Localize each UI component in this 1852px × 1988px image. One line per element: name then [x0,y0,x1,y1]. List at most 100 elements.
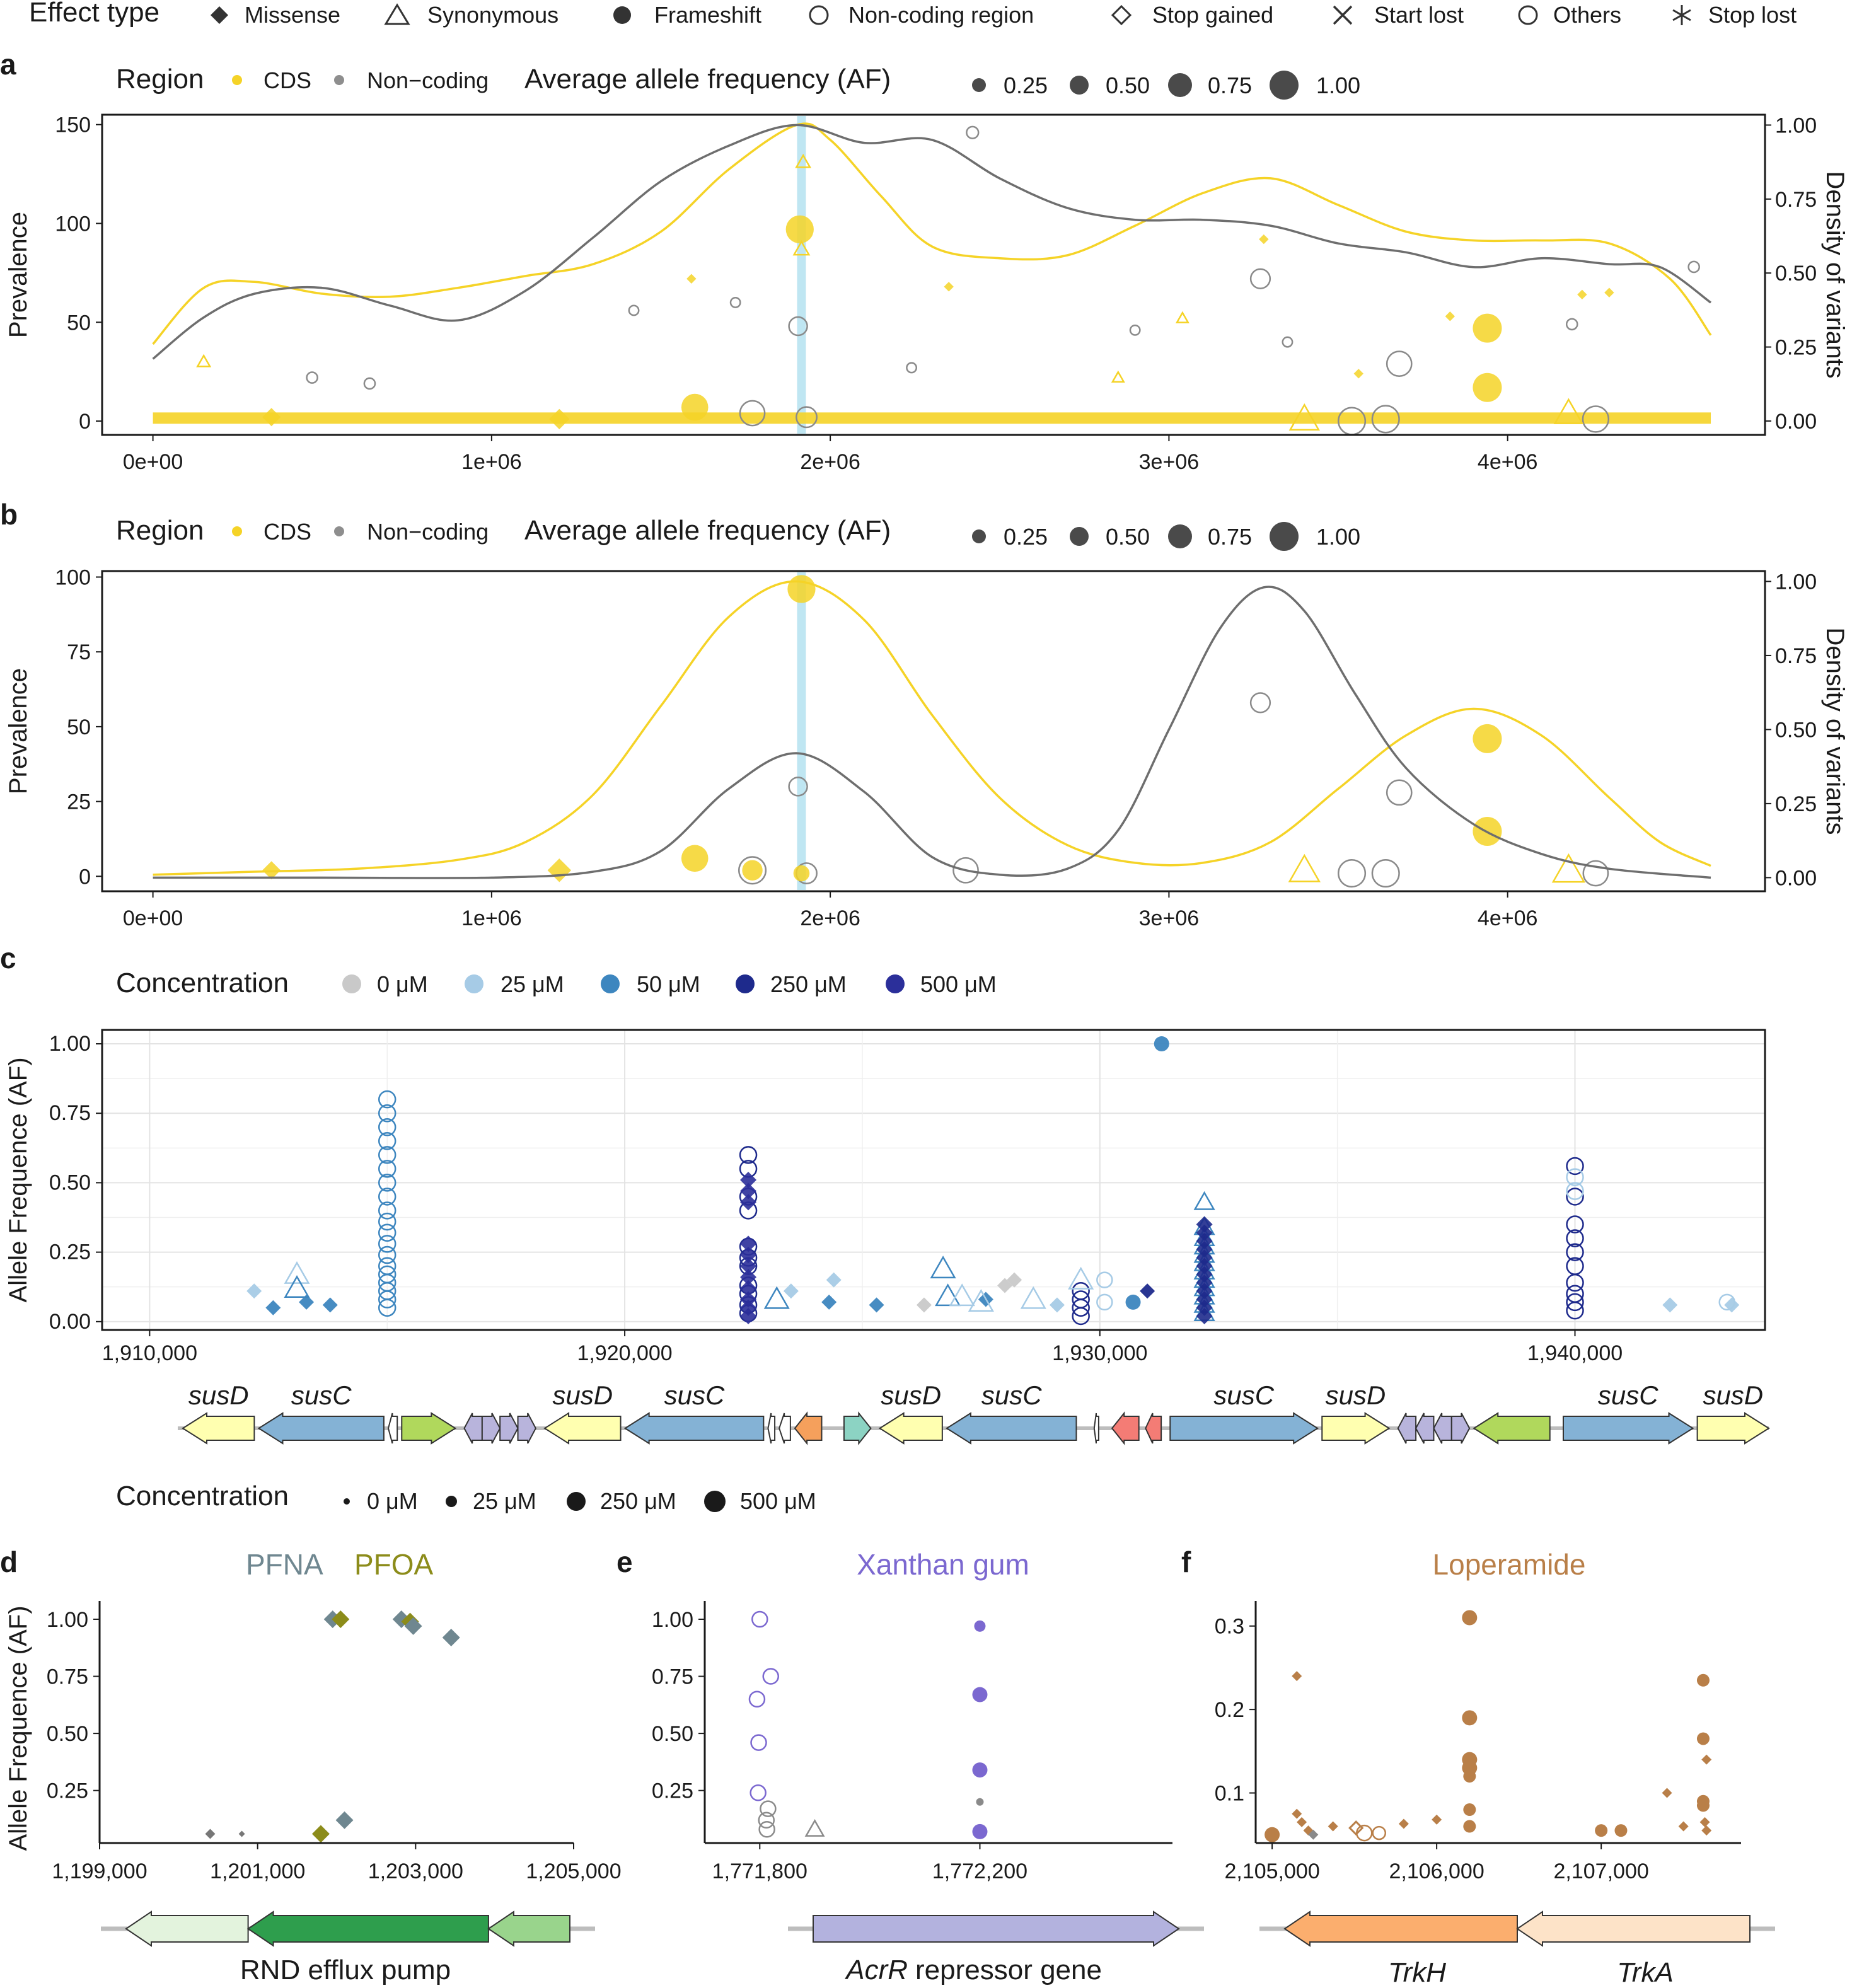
panel-letter-e: e [616,1546,633,1578]
panel-a-cds-icon [232,75,242,85]
panel-a-point-19 [262,408,281,427]
panel-c-gene-arrow-1 [257,1412,385,1445]
panel-f-point-28 [1699,1817,1710,1827]
panel-f-point-22 [1678,1821,1689,1832]
panel-c-point-col3-11 [1193,1191,1215,1210]
panel-b-point-5 [1386,779,1413,806]
panel-d-chart: 1,199,000 1,201,000 1,203,000 1,205,000 0.25… [4,1601,622,1947]
size-legend-0: 0 μM [367,1488,418,1514]
panel-a-af-100-icon [1270,71,1299,100]
panel-b-af-100-icon [1270,522,1299,551]
panel-c-xtick-label: 1,910,000 [102,1341,197,1365]
panel-c-gene-arrow-13 [843,1411,872,1445]
panel-c-point-29 [1724,1297,1740,1313]
panel-c-legend: Concentration 0 μM 25 μM 50 μM 250 μM 50… [116,968,997,998]
panel-a-point-18 [549,408,570,430]
panel-c-point-col0-7 [378,1235,396,1253]
size-legend-250: 250 μM [600,1488,676,1514]
effect-legend-noncoding: Non-coding region [848,2,1034,28]
panel-a-xtick-label: 1e+06 [461,450,522,474]
panel-a-point-0 [795,153,812,168]
panel-e-point-9 [974,1620,986,1632]
panel-c-point-6 [322,1297,338,1313]
panel-f-point-5 [1308,1829,1319,1840]
panel-d-gene-arrow-0 [125,1910,249,1947]
panel-a-ytick-label: 150 [55,113,91,137]
panel-e-ytick-label: 0.75 [652,1665,693,1689]
panel-d-point-1 [332,1610,350,1628]
panel-a-af-075-icon [1168,73,1192,97]
panel-c-point-col2-5 [740,1257,757,1274]
panel-a-baseline-variants [153,412,1711,424]
panel-a-point-1 [785,215,814,244]
panel-f-point-20 [1614,1824,1628,1837]
panel-b-xtick-label: 1e+06 [461,906,522,930]
panel-b-point-10 [793,865,810,882]
panel-c-point-11 [869,1297,884,1313]
panel-letter-d: d [0,1546,18,1578]
panel-d-point-4 [404,1617,422,1635]
panel-a-point-16 [739,400,766,427]
panel-a-point-6 [1473,313,1502,343]
panel-c-gene-label-20: susD [1326,1380,1386,1410]
panel-c-point-col5-6 [1566,1229,1584,1247]
panel-c-point-col0-16 [378,1118,396,1136]
panel-c-gene-arrow-22 [1415,1413,1435,1444]
panel-f-xtick-label: 2,105,000 [1224,1859,1319,1883]
panel-a-point-14 [1288,403,1321,431]
panel-f-gene-label-trka: TrkA [1617,1957,1674,1988]
panel-c-ylabel: Allele Frequence (AF) [4,1057,32,1302]
conc-legend-50: 50 μM [637,971,700,997]
start-lost-icon [1333,5,1353,25]
panel-b-highlight-band [797,572,806,890]
panel-b-point-7 [738,856,767,885]
panel-f-point-21 [1662,1788,1672,1798]
panel-b-y2label: Density of variants [1821,627,1849,835]
noncoding-icon [809,5,829,25]
panel-a-point-13 [1582,405,1610,433]
panel-c-gene-label-19: susC [1213,1380,1274,1410]
panel-c-ytick-label: 1.00 [49,1032,91,1056]
panel-b-noncoding-icon [334,526,344,536]
panel-e-point-3 [750,1734,767,1751]
panel-b-region-noncoding: Non−coding [367,519,489,545]
panel-letter-c: c [0,942,16,974]
panel-a-point-2 [792,240,811,256]
effect-legend-stop-lost: Stop lost [1708,2,1797,28]
panel-c-point-col2-10 [740,1172,757,1188]
panel-f-point-18 [1463,1820,1476,1833]
panel-f-point-12 [1462,1610,1478,1626]
panel-c-gene-arrow-19 [1169,1412,1319,1445]
panel-c-point-0 [1154,1036,1169,1052]
panel-a-point-12 [1371,405,1400,434]
panel-c-point-27 [1662,1297,1678,1313]
panel-e-point-10 [972,1687,988,1702]
panel-a-highlight-band [797,116,806,434]
panel-a-point-5 [1249,268,1271,289]
panel-a-y2tick-label: 0.75 [1775,188,1817,212]
panel-c-gene-arrow-16 [1093,1413,1099,1444]
panel-e-gene-label-italic: AcrR [844,1955,908,1985]
panel-b-y2tick-label: 0.50 [1775,718,1817,742]
effect-legend-start-lost: Start lost [1374,2,1464,28]
conc-50-icon [601,974,620,993]
missense-icon [211,6,228,24]
panel-b-point-11 [952,857,979,884]
panel-c-point-9 [826,1272,842,1288]
panel-e-point-7 [758,1821,775,1838]
panel-e-gene-arrow-0 [813,1910,1180,1947]
panel-a-point-15 [681,393,709,421]
panel-b-af-075-icon [1168,524,1192,548]
panel-b-point-17 [1551,853,1586,883]
panel-c-point-col5-2 [1566,1285,1584,1303]
panel-c-gene-label-27: susD [1703,1380,1763,1410]
panel-d-gene-label: RND efflux pump [240,1955,451,1985]
panel-e-ytick-label: 0.25 [652,1779,693,1803]
panel-c-point-col0-5 [378,1257,396,1275]
panel-c-point-col4-8 [1196,1241,1213,1258]
stop-gained-icon [1111,4,1132,26]
panel-b-point-18 [1582,860,1609,887]
panel-b-point-12 [547,858,572,882]
panel-d-xtick-label: 1,201,000 [210,1859,305,1883]
panel-c-point-col2-8 [740,1194,757,1211]
